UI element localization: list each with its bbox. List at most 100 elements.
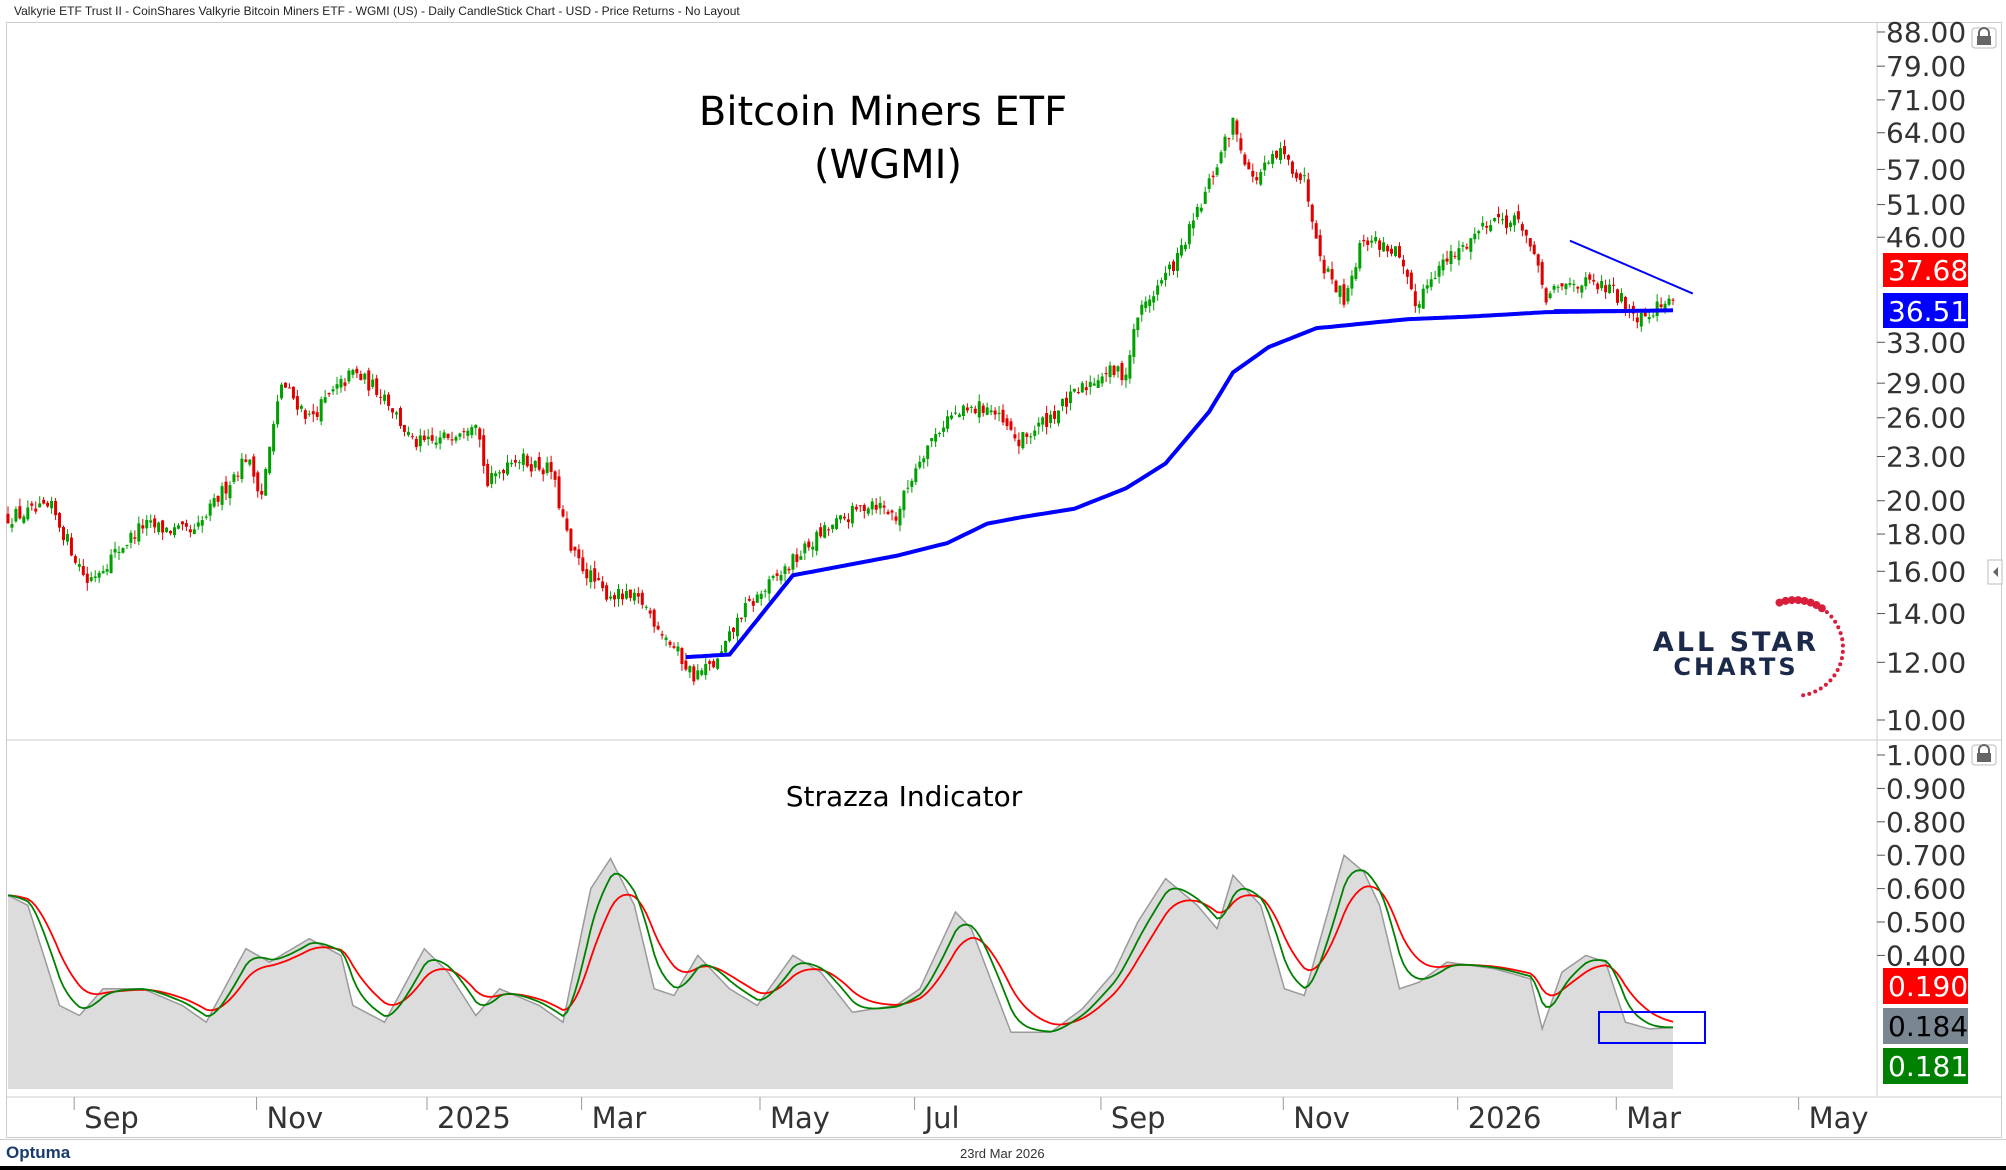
candle-body <box>1417 304 1421 308</box>
candle-body <box>1639 312 1643 327</box>
candle-body <box>248 459 252 465</box>
candle-body <box>517 462 521 464</box>
candle-body <box>1053 410 1057 419</box>
candle-body <box>486 463 490 487</box>
candle-body <box>1049 414 1053 423</box>
candle-body <box>620 593 624 600</box>
candle-body <box>426 436 430 440</box>
candle-body <box>133 537 137 539</box>
candle-body <box>839 515 842 520</box>
candle-body <box>728 631 731 641</box>
candle-body <box>1219 152 1223 164</box>
candle-body <box>418 435 422 447</box>
indicator-tick-label: 0.700 <box>1886 839 1966 872</box>
candle-body <box>30 503 34 506</box>
candle-body <box>1243 154 1247 165</box>
candle-body <box>121 548 125 553</box>
candle-body <box>755 594 759 603</box>
candle-body <box>1148 299 1152 307</box>
candle-body <box>1394 246 1397 256</box>
candle-body <box>1108 365 1112 378</box>
candle-body <box>981 405 985 413</box>
logo-star <box>1823 682 1828 687</box>
chart-date: 23rd Mar 2026 <box>960 1146 1045 1161</box>
candle-body <box>268 446 272 474</box>
red-value-label: 0.190 <box>1888 970 1968 1003</box>
candle-body <box>1072 388 1076 392</box>
candle-body <box>854 506 858 510</box>
candle-body <box>862 505 866 511</box>
candle-body <box>276 401 280 425</box>
candle-body <box>1283 146 1286 155</box>
candle-body <box>1061 398 1064 407</box>
candle-body <box>870 501 874 510</box>
candle-body <box>77 564 81 567</box>
candle-body <box>1199 207 1203 212</box>
candle-body <box>858 505 862 507</box>
indicator-red-line <box>7 885 1674 1026</box>
candle-body <box>73 556 77 563</box>
candle-body <box>165 527 169 533</box>
candle-body <box>1326 268 1330 272</box>
candle-body <box>890 510 894 513</box>
candle-body <box>188 529 192 533</box>
logo-star <box>1807 691 1812 696</box>
candle-body <box>149 520 153 523</box>
candle-body <box>1187 224 1191 245</box>
candle-body <box>1671 299 1675 301</box>
candle-body <box>1128 355 1132 379</box>
green-value-tag <box>1883 1048 1968 1084</box>
logo-star <box>1829 614 1834 619</box>
candle-body <box>1037 422 1041 427</box>
logo-star <box>1835 667 1840 672</box>
candle-body <box>1465 246 1469 249</box>
lock-icon[interactable] <box>1971 744 1997 766</box>
candle-body <box>902 490 906 511</box>
candle-body <box>371 379 375 387</box>
x-tick-label: 2025 <box>437 1101 511 1135</box>
candle-body <box>1481 222 1485 227</box>
candle-body <box>204 516 208 518</box>
price-tick-label: 26.00 <box>1886 402 1966 435</box>
candle-body <box>648 610 652 614</box>
candle-body <box>395 412 398 415</box>
candle-body <box>1306 179 1310 202</box>
candle-body <box>632 592 636 601</box>
candle-body <box>771 575 775 578</box>
candle-body <box>478 428 482 440</box>
candle-body <box>882 505 886 508</box>
x-tick-label: Nov <box>267 1101 324 1135</box>
lock-icon[interactable] <box>1971 27 1997 49</box>
candle-body <box>545 462 549 474</box>
collapse-panel-icon[interactable] <box>1987 559 2003 585</box>
candle-body <box>1183 244 1187 250</box>
price-tick-label: 51.00 <box>1886 189 1966 222</box>
candle-body <box>1334 280 1338 293</box>
candle-body <box>1453 255 1457 257</box>
candle-body <box>973 408 977 414</box>
candle-body <box>450 439 454 441</box>
logo-star <box>1787 596 1796 605</box>
logo-star <box>1838 631 1843 636</box>
logo-star <box>1840 637 1845 642</box>
candle-body <box>529 464 533 472</box>
candle-body <box>1290 161 1294 174</box>
candle-body <box>799 556 803 560</box>
candle-body <box>1429 279 1433 288</box>
candle-body <box>676 646 680 652</box>
candle-body <box>216 495 220 502</box>
candle-body <box>157 522 161 533</box>
indicator-tick-label: 0.500 <box>1886 906 1966 939</box>
candle-body <box>597 578 601 580</box>
candle-body <box>886 511 890 515</box>
logo-star <box>1817 604 1826 613</box>
candle-body <box>161 520 165 533</box>
price-tick-label: 71.00 <box>1886 84 1966 117</box>
logo-star <box>1824 610 1829 615</box>
candle-body <box>1536 254 1540 266</box>
candle-body <box>827 529 831 531</box>
candle-body <box>957 414 961 418</box>
candle-body <box>196 522 200 527</box>
candle-body <box>1382 242 1386 252</box>
